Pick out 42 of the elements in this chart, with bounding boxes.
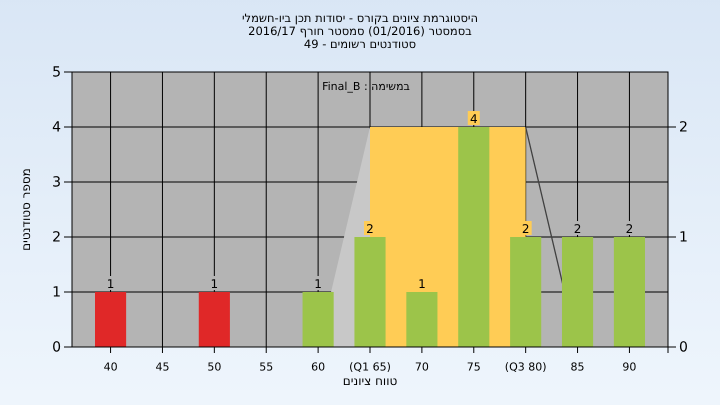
y-tick-label: 2 [52,229,61,246]
y2-tick-label: 1 [679,229,688,246]
data-label: 2 [574,222,582,236]
data-label: 1 [418,277,426,291]
x-tick-label: 85 [570,360,585,374]
x-tick-label: 40 [104,360,118,374]
x-tick-label: 70 [414,360,429,374]
data-label: 4 [470,112,478,126]
x-tick-label: 55 [259,360,274,374]
data-label: 2 [522,222,530,236]
bar [614,237,645,347]
bar [562,237,594,347]
x-axis-title: טווח ציונים [342,374,398,388]
annotation: במשימה : Final_B [322,80,410,93]
x-tick-label: 90 [622,360,636,374]
y-tick-label: 4 [52,119,62,136]
y-tick-label: 0 [52,339,61,356]
y2-tick-label: 2 [679,119,688,136]
data-label: 1 [314,277,322,291]
chart-subtitle: בסמסטר (01/2016) סמסטר חורף 2016/17 סטודנטים רשומים - 49 [248,24,472,51]
y-tick-label: 5 [52,64,61,80]
x-tick-label: 60 [311,360,326,374]
data-label: 2 [366,222,374,236]
data-label: 2 [626,222,634,236]
chart-title: היסטוגרמת ציונים בקורס - יסודות תכן ביו-חשמלי [242,11,478,25]
bar [95,292,126,347]
data-label: 1 [210,277,218,291]
bar [458,127,490,347]
bar [198,292,230,347]
x-tick-label: 50 [207,360,222,374]
y-tick-label: 3 [52,174,61,190]
y2-tick-label: 0 [679,339,688,356]
x-tick-label: 45 [155,360,170,374]
bar [302,292,334,347]
data-label: 1 [106,277,114,291]
bar [510,237,542,347]
x-tick-label: (Q3 80) [504,360,547,374]
bar [406,292,438,347]
x-tick-label: (Q1 65) [349,360,391,374]
x-tick-label: 75 [466,360,481,374]
y-axis-title: מספר סטודנטים [19,168,33,251]
y-tick-label: 1 [52,284,61,300]
